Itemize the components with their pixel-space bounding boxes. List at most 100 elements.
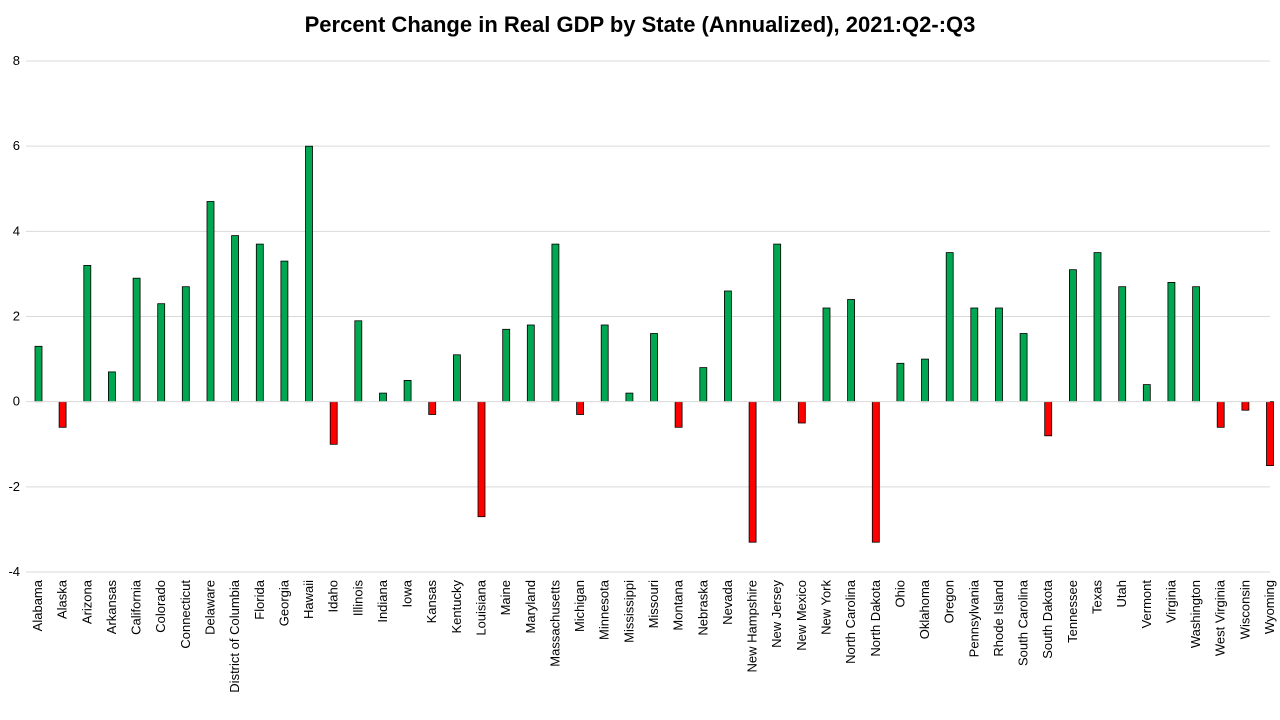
x-tick-label: Oregon bbox=[942, 580, 957, 623]
x-tick-label: Maine bbox=[498, 580, 513, 615]
x-tick-label: District of Columbia bbox=[227, 579, 242, 692]
x-tick-label: Iowa bbox=[400, 579, 415, 607]
bar-maine bbox=[502, 328, 511, 403]
bar-florida bbox=[255, 243, 264, 403]
x-tick-label: Louisiana bbox=[474, 579, 489, 635]
x-tick-label: Wyoming bbox=[1262, 580, 1277, 634]
x-tick-label: Georgia bbox=[276, 579, 291, 626]
bar-north-dakota bbox=[871, 401, 880, 543]
x-tick-label: Idaho bbox=[326, 580, 341, 613]
x-tick-label: North Carolina bbox=[843, 579, 858, 664]
x-tick-label: Nevada bbox=[720, 579, 735, 625]
bar-kentucky bbox=[452, 354, 461, 402]
x-tick-label: Colorado bbox=[153, 580, 168, 633]
x-tick-label: Virginia bbox=[1163, 579, 1178, 623]
bar-new-york bbox=[822, 307, 831, 403]
bar-delaware bbox=[206, 201, 215, 403]
x-tick-label: Indiana bbox=[375, 579, 390, 622]
bar-colorado bbox=[157, 303, 166, 403]
bar-vermont bbox=[1142, 384, 1151, 403]
x-tick-label: New York bbox=[819, 580, 834, 635]
bar-montana bbox=[674, 401, 683, 428]
bar-texas bbox=[1093, 252, 1102, 403]
bar-virginia bbox=[1167, 281, 1176, 402]
x-tick-label: Arizona bbox=[79, 579, 94, 624]
bar-west-virginia bbox=[1216, 401, 1225, 428]
bar-louisiana bbox=[477, 401, 486, 518]
x-tick-label: Connecticut bbox=[178, 580, 193, 649]
y-tick-label: 0 bbox=[13, 394, 20, 409]
bar-missouri bbox=[650, 333, 658, 402]
x-tick-label: Rhode Island bbox=[991, 580, 1006, 657]
bar-wyoming bbox=[1266, 401, 1274, 467]
bar-illinois bbox=[354, 320, 363, 403]
bar-oregon bbox=[945, 252, 954, 403]
y-tick-label: 8 bbox=[13, 53, 20, 68]
x-tick-label: Illinois bbox=[350, 580, 365, 617]
x-tick-label: South Carolina bbox=[1016, 579, 1031, 666]
x-tick-label: California bbox=[129, 579, 144, 635]
x-tick-label: Delaware bbox=[203, 580, 218, 635]
x-tick-label: Nebraska bbox=[695, 579, 710, 635]
y-tick-label: 4 bbox=[13, 223, 20, 238]
bar-nebraska bbox=[699, 367, 708, 403]
x-tick-label: South Dakota bbox=[1040, 579, 1055, 659]
x-tick-label: Pennsylvania bbox=[966, 579, 981, 657]
bar-pennsylvania bbox=[970, 307, 979, 403]
bar-oklahoma bbox=[921, 358, 929, 403]
bar-south-carolina bbox=[1019, 333, 1028, 402]
bar-california bbox=[132, 277, 141, 403]
bar-rhode-island bbox=[995, 307, 1003, 403]
bars bbox=[34, 145, 1274, 543]
bar-utah bbox=[1118, 286, 1127, 403]
y-tick-label: 2 bbox=[13, 309, 20, 324]
bar-mississippi bbox=[625, 392, 634, 403]
x-tick-label: Alabama bbox=[30, 579, 45, 631]
x-tick-label: Michigan bbox=[572, 580, 587, 632]
x-tick-label: Wisconsin bbox=[1237, 580, 1252, 639]
y-axis-ticks: -4 -2 0 2 4 6 8 bbox=[8, 53, 20, 579]
bar-idaho bbox=[329, 401, 338, 445]
x-tick-label: Hawaii bbox=[301, 580, 316, 619]
x-tick-label: Alaska bbox=[55, 579, 70, 619]
bar-hawaii bbox=[305, 145, 313, 403]
bar-michigan bbox=[576, 401, 584, 415]
x-tick-label: Kentucky bbox=[449, 580, 464, 634]
y-tick-label: -4 bbox=[8, 564, 20, 579]
bar-wisconsin bbox=[1241, 401, 1250, 411]
bar-district-of-columbia bbox=[231, 235, 240, 403]
bar-connecticut bbox=[181, 286, 190, 403]
x-tick-label: New Hampshire bbox=[745, 580, 760, 672]
x-tick-label: Massachusetts bbox=[547, 580, 562, 667]
x-tick-label: Kansas bbox=[424, 580, 439, 624]
y-tick-label: -2 bbox=[8, 479, 20, 494]
bar-indiana bbox=[379, 392, 387, 403]
bar-north-carolina bbox=[847, 299, 855, 403]
bar-massachusetts bbox=[551, 243, 560, 403]
x-tick-label: Mississippi bbox=[621, 580, 636, 643]
x-tick-label: Tennessee bbox=[1065, 580, 1080, 643]
bar-new-hampshire bbox=[748, 401, 757, 543]
x-tick-label: Maryland bbox=[523, 580, 538, 633]
x-tick-label: Utah bbox=[1114, 580, 1129, 607]
bar-maryland bbox=[526, 324, 535, 403]
x-tick-label: Texas bbox=[1090, 580, 1105, 614]
x-tick-label: Vermont bbox=[1139, 580, 1154, 629]
bar-alabama bbox=[34, 345, 43, 403]
bar-nevada bbox=[724, 290, 732, 403]
x-axis-ticks: Alabama Alaska Arizona Arkansas California Co… bbox=[30, 579, 1277, 692]
bar-ohio bbox=[896, 362, 905, 402]
bar-washington bbox=[1192, 286, 1200, 403]
bar-arizona bbox=[83, 264, 92, 403]
bar-alaska bbox=[58, 401, 67, 428]
x-tick-label: Oklahoma bbox=[917, 579, 932, 639]
bar-kansas bbox=[428, 401, 437, 415]
bar-iowa bbox=[403, 379, 412, 403]
x-tick-label: Montana bbox=[671, 579, 686, 630]
bar-arkansas bbox=[108, 371, 116, 403]
bar-minnesota bbox=[600, 324, 609, 403]
x-tick-label: New Jersey bbox=[769, 580, 784, 648]
x-tick-label: New Mexico bbox=[794, 580, 809, 651]
chart-title: Percent Change in Real GDP by State (Ann… bbox=[304, 12, 976, 37]
